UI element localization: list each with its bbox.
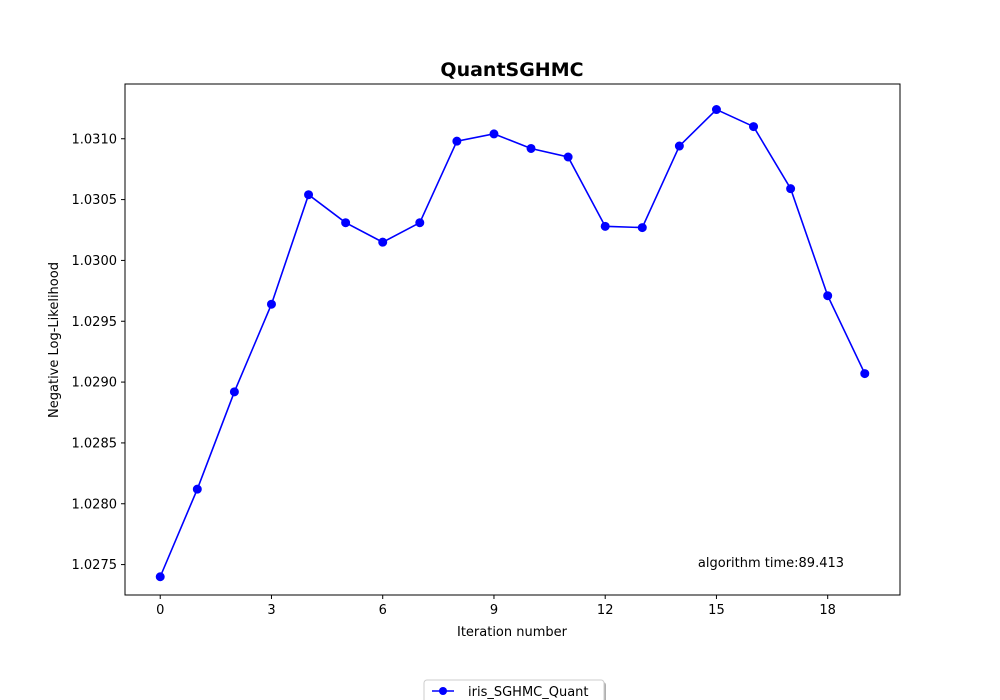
- algorithm-time-annotation: algorithm time:89.413: [698, 556, 844, 571]
- x-tick-label: 3: [267, 603, 275, 618]
- y-tick-label: 1.0310: [72, 132, 118, 147]
- data-point: [674, 141, 684, 151]
- legend-entry: iris_SGHMC_Quant: [468, 685, 589, 700]
- y-tick-label: 1.0295: [72, 315, 118, 330]
- data-point: [711, 105, 721, 115]
- x-tick-label: 6: [379, 603, 387, 618]
- data-point: [304, 190, 314, 200]
- data-point: [415, 218, 425, 228]
- data-point: [600, 221, 610, 231]
- data-point: [452, 136, 462, 146]
- x-tick-label: 0: [156, 603, 164, 618]
- x-tick-label: 18: [819, 603, 836, 618]
- data-point: [749, 122, 759, 132]
- data-point: [155, 572, 165, 582]
- data-point: [526, 143, 536, 153]
- y-tick-label: 1.0280: [72, 497, 118, 512]
- plot-area: 0 3 6 9 12 15 18 1.0275 1.0280 1.0285 1.0290 1.0295…: [72, 83, 901, 618]
- legend: iris_SGHMC_Quant: [423, 679, 606, 700]
- data-point: [563, 152, 573, 162]
- y-tick-label: 1.0285: [72, 436, 118, 451]
- data-point: [489, 129, 499, 139]
- legend-marker-swatch: [439, 687, 447, 695]
- data-point: [786, 184, 796, 194]
- chart-title: QuantSGHMC: [440, 59, 583, 81]
- x-tick-label: 15: [708, 603, 725, 618]
- x-tick-label: 12: [597, 603, 614, 618]
- data-point: [860, 369, 870, 379]
- plot-frame: [124, 83, 901, 596]
- data-point: [341, 218, 351, 228]
- data-point: [229, 387, 239, 397]
- data-point: [823, 291, 833, 301]
- y-tick-label: 1.0305: [72, 193, 118, 208]
- data-point: [266, 299, 276, 309]
- x-tick-label: 9: [490, 603, 498, 618]
- y-tick-label: 1.0275: [72, 558, 118, 573]
- data-point: [378, 237, 388, 247]
- series-line-iris_SGHMC_Quant: [159, 108, 866, 578]
- legend-box: [423, 679, 605, 700]
- x-axis-label: Iteration number: [457, 625, 568, 640]
- y-axis-label: Negative Log-Likelihood: [47, 262, 62, 418]
- y-tick-label: 1.0300: [72, 254, 118, 269]
- data-point: [637, 223, 647, 233]
- data-point: [192, 484, 202, 494]
- y-tick-label: 1.0290: [72, 376, 118, 391]
